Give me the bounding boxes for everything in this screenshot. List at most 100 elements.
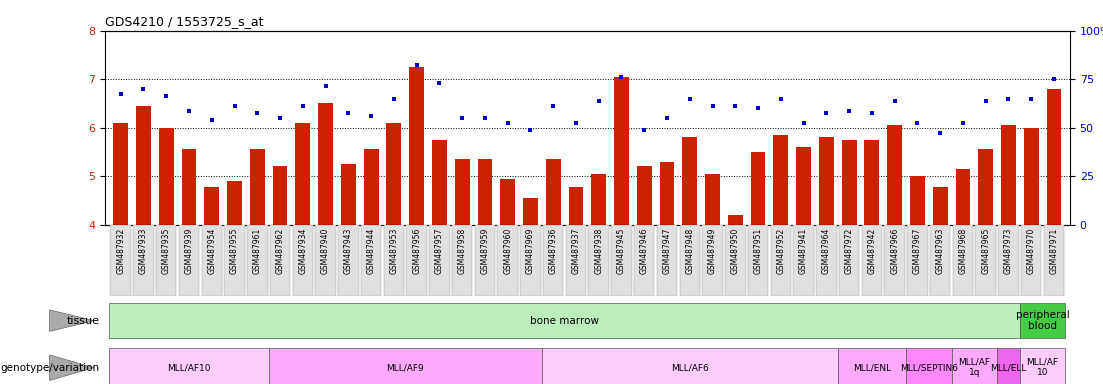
Text: GSM487960: GSM487960 xyxy=(503,227,512,274)
Text: GSM487936: GSM487936 xyxy=(548,227,558,274)
Bar xyxy=(159,128,173,225)
Bar xyxy=(1024,128,1039,225)
Text: GSM487938: GSM487938 xyxy=(595,227,603,274)
FancyBboxPatch shape xyxy=(270,225,290,296)
Bar xyxy=(614,77,629,225)
Bar xyxy=(478,159,492,225)
Text: GSM487962: GSM487962 xyxy=(276,227,285,274)
FancyBboxPatch shape xyxy=(930,225,951,296)
FancyBboxPatch shape xyxy=(793,225,814,296)
Text: MLL/SEPTIN6: MLL/SEPTIN6 xyxy=(900,363,957,372)
FancyBboxPatch shape xyxy=(452,225,472,296)
Text: MLL/AF
10: MLL/AF 10 xyxy=(1027,358,1059,377)
Text: peripheral
blood: peripheral blood xyxy=(1016,310,1070,331)
FancyBboxPatch shape xyxy=(339,225,358,296)
Text: GSM487956: GSM487956 xyxy=(413,227,421,274)
FancyBboxPatch shape xyxy=(110,225,131,296)
Text: MLL/AF
1q: MLL/AF 1q xyxy=(959,358,990,377)
FancyBboxPatch shape xyxy=(656,225,677,296)
Bar xyxy=(432,140,447,225)
FancyBboxPatch shape xyxy=(133,225,153,296)
Text: GSM487947: GSM487947 xyxy=(663,227,672,274)
FancyBboxPatch shape xyxy=(521,225,540,296)
Bar xyxy=(296,123,310,225)
Text: bone marrow: bone marrow xyxy=(531,316,599,326)
Bar xyxy=(386,123,401,225)
Bar xyxy=(1047,89,1061,225)
Text: GSM487939: GSM487939 xyxy=(184,227,193,274)
Text: GSM487942: GSM487942 xyxy=(867,227,877,274)
Text: GSM487945: GSM487945 xyxy=(617,227,627,274)
Bar xyxy=(865,140,879,225)
Bar xyxy=(454,159,470,225)
Text: GSM487933: GSM487933 xyxy=(139,227,148,274)
Bar xyxy=(1002,125,1016,225)
FancyBboxPatch shape xyxy=(269,348,542,384)
FancyBboxPatch shape xyxy=(611,225,632,296)
FancyBboxPatch shape xyxy=(1021,225,1041,296)
Text: MLL/AF10: MLL/AF10 xyxy=(168,363,211,372)
Bar xyxy=(842,140,857,225)
FancyBboxPatch shape xyxy=(361,225,382,296)
FancyBboxPatch shape xyxy=(315,225,335,296)
FancyBboxPatch shape xyxy=(109,348,269,384)
FancyBboxPatch shape xyxy=(1020,303,1065,338)
FancyBboxPatch shape xyxy=(839,225,859,296)
Bar xyxy=(978,149,993,225)
FancyBboxPatch shape xyxy=(224,225,245,296)
FancyBboxPatch shape xyxy=(703,225,722,296)
Text: GSM487934: GSM487934 xyxy=(298,227,308,274)
Text: GSM487944: GSM487944 xyxy=(366,227,376,274)
Text: GSM487948: GSM487948 xyxy=(685,227,694,274)
FancyBboxPatch shape xyxy=(589,225,609,296)
Text: GSM487935: GSM487935 xyxy=(162,227,171,274)
Text: GSM487967: GSM487967 xyxy=(913,227,922,274)
Text: tissue: tissue xyxy=(66,316,99,326)
FancyBboxPatch shape xyxy=(725,225,746,296)
Bar xyxy=(751,152,765,225)
Text: GSM487963: GSM487963 xyxy=(935,227,944,274)
Text: GSM487941: GSM487941 xyxy=(799,227,808,274)
FancyBboxPatch shape xyxy=(542,348,838,384)
FancyBboxPatch shape xyxy=(179,225,200,296)
Bar xyxy=(683,137,697,225)
FancyBboxPatch shape xyxy=(838,348,906,384)
Text: genotype/variation: genotype/variation xyxy=(0,362,99,373)
Text: GSM487954: GSM487954 xyxy=(207,227,216,274)
Bar xyxy=(796,147,811,225)
FancyBboxPatch shape xyxy=(748,225,769,296)
FancyBboxPatch shape xyxy=(1020,348,1065,384)
FancyBboxPatch shape xyxy=(497,225,518,296)
FancyBboxPatch shape xyxy=(1043,225,1064,296)
FancyBboxPatch shape xyxy=(998,225,1019,296)
FancyBboxPatch shape xyxy=(907,225,928,296)
Text: GSM487950: GSM487950 xyxy=(731,227,740,274)
Text: GSM487964: GSM487964 xyxy=(822,227,831,274)
Text: GSM487952: GSM487952 xyxy=(777,227,785,274)
Text: GSM487965: GSM487965 xyxy=(982,227,990,274)
Bar xyxy=(955,169,971,225)
Text: GSM487932: GSM487932 xyxy=(116,227,126,274)
Text: GSM487951: GSM487951 xyxy=(753,227,762,274)
Bar xyxy=(591,174,607,225)
FancyBboxPatch shape xyxy=(406,225,427,296)
FancyBboxPatch shape xyxy=(679,225,700,296)
Text: GSM487959: GSM487959 xyxy=(481,227,490,274)
FancyBboxPatch shape xyxy=(861,225,882,296)
Text: MLL/ELL: MLL/ELL xyxy=(990,363,1027,372)
Bar xyxy=(568,187,583,225)
FancyBboxPatch shape xyxy=(906,348,952,384)
Text: GSM487957: GSM487957 xyxy=(435,227,443,274)
FancyBboxPatch shape xyxy=(247,225,268,296)
Text: GSM487946: GSM487946 xyxy=(640,227,649,274)
Bar xyxy=(409,67,424,225)
Polygon shape xyxy=(50,355,94,381)
FancyBboxPatch shape xyxy=(953,225,973,296)
Text: GSM487970: GSM487970 xyxy=(1027,227,1036,274)
FancyBboxPatch shape xyxy=(543,225,564,296)
FancyBboxPatch shape xyxy=(816,225,836,296)
Text: GSM487973: GSM487973 xyxy=(1004,227,1013,274)
FancyBboxPatch shape xyxy=(156,225,176,296)
Bar xyxy=(910,176,924,225)
Text: GSM487943: GSM487943 xyxy=(344,227,353,274)
